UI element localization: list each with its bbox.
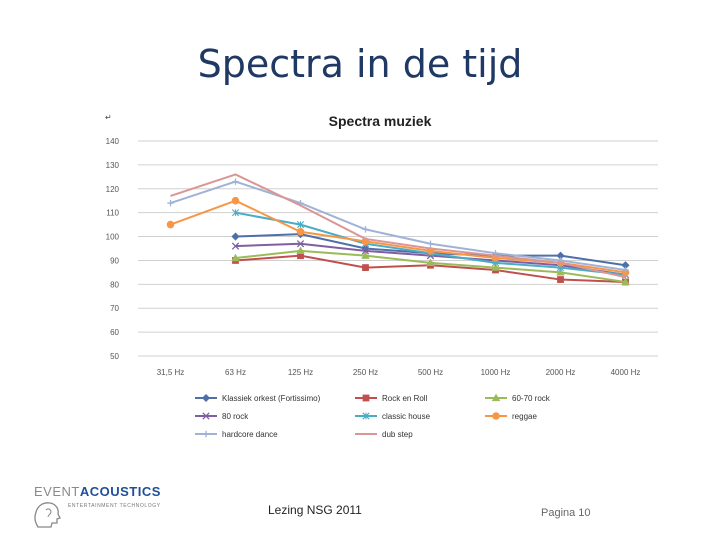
data-point-stroke bbox=[231, 242, 240, 250]
data-point bbox=[232, 178, 239, 185]
data-point bbox=[202, 430, 210, 438]
data-point bbox=[296, 227, 305, 236]
series-2 bbox=[231, 246, 630, 286]
legend-label: Rock en Roll bbox=[382, 394, 428, 403]
y-tick-label: 90 bbox=[110, 256, 119, 265]
legend-item: 60-70 rock bbox=[485, 393, 551, 403]
logo-wordmark: EVENTACOUSTICS bbox=[34, 484, 161, 499]
y-axis-ticks: 50 60 70 80 90 100 110 120 130 140 bbox=[106, 137, 120, 361]
data-point bbox=[556, 267, 565, 276]
y-tick-label: 50 bbox=[110, 352, 119, 361]
legend-label: reggae bbox=[512, 412, 537, 421]
data-point bbox=[201, 393, 211, 403]
head-icon bbox=[34, 502, 61, 528]
logo-tagline: ENTERTAINMENT TECHNOLOGY bbox=[68, 503, 161, 509]
x-tick-label: 2000 Hz bbox=[546, 368, 576, 377]
data-point bbox=[621, 277, 630, 286]
chart-legend: Klassiek orkest (Fortissimo) Rock en Roll… bbox=[195, 393, 551, 439]
data-point bbox=[557, 276, 564, 283]
logo-word-acoustics: ACOUSTICS bbox=[79, 484, 161, 499]
legend-item: 80 rock bbox=[195, 412, 249, 421]
y-tick-label: 100 bbox=[106, 233, 120, 242]
x-tick-label: 63 Hz bbox=[225, 368, 246, 377]
data-point bbox=[362, 226, 369, 233]
chart-series bbox=[166, 173, 630, 286]
legend-item: Klassiek orkest (Fortissimo) bbox=[195, 393, 321, 403]
data-point bbox=[361, 251, 370, 259]
x-tick-label: 1000 Hz bbox=[481, 368, 511, 377]
data-point bbox=[427, 240, 434, 247]
data-point bbox=[202, 412, 210, 420]
legend-label: 80 rock bbox=[222, 412, 249, 421]
data-point bbox=[362, 394, 370, 402]
y-tick-label: 60 bbox=[110, 328, 119, 337]
footer-event-label: Lezing NSG 2011 bbox=[268, 503, 362, 517]
data-point bbox=[492, 412, 500, 420]
data-point bbox=[362, 264, 369, 272]
page-number: Pagina 10 bbox=[541, 507, 591, 519]
y-tick-label: 110 bbox=[106, 209, 119, 218]
y-tick-label: 70 bbox=[110, 304, 119, 313]
x-axis-ticks: 31,5 Hz 63 Hz 125 Hz 250 Hz 500 Hz 1000 Hz 200… bbox=[157, 368, 641, 377]
data-point bbox=[491, 393, 501, 402]
y-tick-label: 130 bbox=[106, 161, 120, 170]
data-point bbox=[231, 232, 240, 241]
legend-label: 60-70 rock bbox=[512, 394, 551, 403]
data-point bbox=[166, 220, 175, 229]
chart: ↵ Spectra muziek 50 60 70 80 90 100 110 120 130 1… bbox=[90, 100, 670, 445]
data-point-stroke bbox=[202, 412, 210, 420]
data-point bbox=[231, 209, 240, 217]
x-tick-label: 4000 Hz bbox=[611, 368, 641, 377]
legend-item: dub step bbox=[355, 430, 413, 439]
data-point bbox=[296, 240, 305, 248]
data-point bbox=[491, 263, 500, 271]
data-point bbox=[167, 199, 174, 207]
legend-label: classic house bbox=[382, 412, 431, 421]
event-acoustics-logo: EVENTACOUSTICS ENTERTAINMENT TECHNOLOGY bbox=[32, 484, 202, 532]
series-7 bbox=[170, 173, 626, 279]
data-point bbox=[296, 221, 305, 229]
legend-item: hardcore dance bbox=[195, 430, 278, 439]
chart-title: Spectra muziek bbox=[329, 113, 432, 129]
legend-label: dub step bbox=[382, 430, 413, 439]
data-point bbox=[622, 266, 629, 274]
legend-item: classic house bbox=[355, 412, 431, 421]
data-point bbox=[231, 253, 240, 262]
chart-background bbox=[90, 100, 670, 445]
chart-corner-mark: ↵ bbox=[105, 113, 112, 122]
data-point-stroke bbox=[361, 247, 370, 255]
legend-item: Rock en Roll bbox=[355, 394, 428, 403]
legend-item: reggae bbox=[485, 412, 537, 421]
series-line bbox=[170, 180, 626, 271]
legend-label: Klassiek orkest (Fortissimo) bbox=[222, 394, 321, 403]
logo-word-event: EVENT bbox=[34, 484, 80, 499]
series-line bbox=[170, 173, 626, 279]
legend-label: hardcore dance bbox=[222, 430, 278, 439]
x-tick-label: 125 Hz bbox=[288, 368, 313, 377]
x-tick-label: 31,5 Hz bbox=[157, 368, 185, 377]
data-point bbox=[296, 246, 305, 255]
data-point bbox=[362, 412, 370, 420]
y-tick-label: 80 bbox=[110, 280, 119, 289]
slide-title: Spectra in de tijd bbox=[197, 42, 523, 86]
data-point bbox=[231, 196, 240, 205]
data-point bbox=[361, 247, 370, 255]
data-point bbox=[231, 242, 240, 250]
data-point-stroke bbox=[296, 240, 305, 248]
x-tick-label: 500 Hz bbox=[418, 368, 443, 377]
y-tick-label: 120 bbox=[106, 185, 120, 194]
series-6 bbox=[167, 178, 629, 274]
x-tick-label: 250 Hz bbox=[353, 368, 378, 377]
y-tick-label: 140 bbox=[106, 137, 120, 146]
data-point bbox=[426, 258, 435, 266]
